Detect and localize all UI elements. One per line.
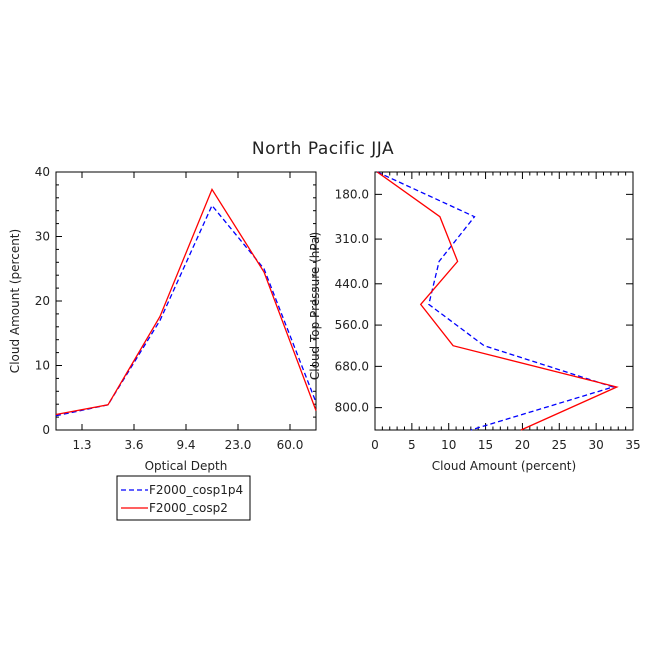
right-x-tick-label: 10 bbox=[441, 438, 456, 452]
right-x-tick-label: 5 bbox=[408, 438, 416, 452]
right-series-line bbox=[376, 171, 619, 431]
right-series-line bbox=[376, 171, 616, 431]
right-x-tick-label: 35 bbox=[625, 438, 640, 452]
right-y-tick-label: 180.0 bbox=[335, 187, 369, 201]
left-y-tick-label: 40 bbox=[35, 165, 50, 179]
left-y-tick-label: 30 bbox=[35, 230, 50, 244]
right-plot-frame bbox=[374, 171, 634, 431]
left-x-tick-label: 60.0 bbox=[277, 438, 304, 452]
right-y-tick-label: 310.0 bbox=[335, 232, 369, 246]
legend-entry-label: F2000_cosp2 bbox=[149, 501, 228, 515]
left-y-tick-label: 0 bbox=[42, 423, 50, 437]
right-x-tick-label: 0 bbox=[371, 438, 379, 452]
left-x-tick-label: 23.0 bbox=[225, 438, 252, 452]
right-x-tick-label: 30 bbox=[589, 438, 604, 452]
pressure-panel: 0 5 10 15 20 25 30 35 180.0 310.0 440.0 560.0 680.0 8… bbox=[308, 171, 641, 473]
left-y-tick-label: 10 bbox=[35, 359, 50, 373]
right-y-axis-label: Cloud Top Pressure (hPa) bbox=[308, 232, 322, 380]
left-series-line bbox=[55, 187, 317, 416]
legend-box bbox=[116, 475, 251, 521]
legend: F2000_cosp1p4 F2000_cosp2 bbox=[116, 475, 251, 521]
left-y-tick-label: 20 bbox=[35, 294, 50, 308]
chart-title: North Pacific JJA bbox=[252, 139, 394, 159]
right-x-tick-label: 20 bbox=[515, 438, 530, 452]
right-x-tick-label: 15 bbox=[478, 438, 493, 452]
left-series-line bbox=[55, 204, 317, 417]
legend-entry-label: F2000_cosp1p4 bbox=[149, 483, 243, 497]
left-y-axis-label: Cloud Amount (percent) bbox=[8, 229, 22, 373]
right-y-tick-label: 680.0 bbox=[335, 359, 369, 373]
right-y-tick-label: 440.0 bbox=[335, 277, 369, 291]
right-y-tick-label: 800.0 bbox=[335, 401, 369, 415]
left-x-tick-label: 9.4 bbox=[176, 438, 195, 452]
right-x-axis-label: Cloud Amount (percent) bbox=[432, 459, 576, 473]
right-x-tick-label: 25 bbox=[552, 438, 567, 452]
right-y-tick-label: 560.0 bbox=[335, 318, 369, 332]
left-x-axis-label: Optical Depth bbox=[145, 459, 228, 473]
optical-depth-panel: 0 10 20 30 40 1.3 3.6 9.4 23.0 60.0 Optical Depth C… bbox=[8, 165, 317, 473]
left-x-tick-label: 1.3 bbox=[72, 438, 91, 452]
left-x-tick-label: 3.6 bbox=[124, 438, 143, 452]
